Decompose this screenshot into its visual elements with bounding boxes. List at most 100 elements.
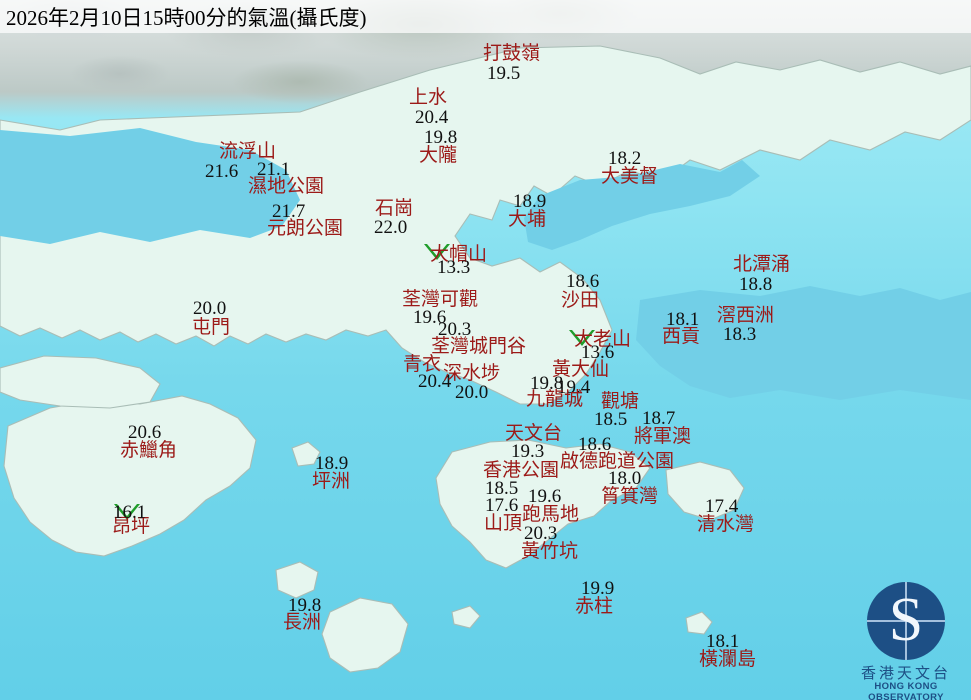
station-temperature-value: 18.1 xyxy=(666,309,700,330)
station-temperature-value: 18.5 xyxy=(485,478,519,499)
station-name: 九龍城 xyxy=(526,389,584,410)
station-name: 大美督 xyxy=(601,166,659,187)
station-temperature-value: 18.9 xyxy=(513,191,547,212)
station-temperature-value: 18.9 xyxy=(315,453,349,474)
station-name: 荃灣城門谷 xyxy=(431,336,527,357)
station-temperature-value: 18.0 xyxy=(608,468,642,489)
land-peng-chau xyxy=(291,441,321,467)
station-temperature-value: 18.3 xyxy=(723,324,757,345)
water-tolo-harbour xyxy=(524,160,760,250)
station-temperature-value: 19.4 xyxy=(557,377,591,398)
station-name: 赤鱲角 xyxy=(120,440,178,461)
land-outlying-islets xyxy=(451,605,481,629)
station-temperature-value: 18.6 xyxy=(578,434,612,455)
station-name: 山頂 xyxy=(484,513,523,534)
logo-text-english: HONG KONG OBSERVATORY xyxy=(868,681,944,700)
logo-crosshair-vertical xyxy=(905,582,907,660)
station-temperature-value: 17.4 xyxy=(705,496,739,517)
hko-logo: S 香港天文台 HONG KONG OBSERVATORY xyxy=(845,582,967,700)
station-name: 西貢 xyxy=(662,326,701,347)
station-temperature-value: 18.5 xyxy=(594,409,628,430)
station-name: 清水灣 xyxy=(697,514,755,535)
station-temperature-value: 19.3 xyxy=(511,441,545,462)
station-name: 北潭涌 xyxy=(733,254,791,275)
station-name: 石崗 xyxy=(375,198,414,219)
page-title: 2026年2月10日15時00分的氣溫(攝氏度) xyxy=(6,6,367,30)
station-temperature-value: 19.8 xyxy=(288,595,322,616)
station-temperature-value: 19.9 xyxy=(581,578,615,599)
station-marker-triangle xyxy=(424,244,450,260)
station-name: 大隴 xyxy=(419,145,458,166)
land-new-territories xyxy=(0,45,971,405)
station-temperature-value: 18.6 xyxy=(566,271,600,292)
land-hong-kong-island xyxy=(435,439,651,569)
station-name: 大埔 xyxy=(508,209,547,230)
station-temperature-value: 19.8 xyxy=(424,127,458,148)
station-temperature-value: 20.4 xyxy=(415,107,449,128)
station-name: 觀塘 xyxy=(601,391,640,412)
station-temperature-value: 20.3 xyxy=(524,523,558,544)
station-name: 元朗公園 xyxy=(267,218,344,239)
water-deep-bay xyxy=(0,128,300,244)
station-temperature-value: 20.3 xyxy=(438,319,472,340)
station-name: 上水 xyxy=(409,87,448,108)
station-temperature-value: 21.6 xyxy=(205,161,239,182)
station-temperature-value: 20.6 xyxy=(128,422,162,443)
station-temperature-value: 19.6 xyxy=(413,307,447,328)
station-name: 跑馬地 xyxy=(522,504,580,525)
station-temperature-value: 17.6 xyxy=(485,495,519,516)
land-clear-water-bay xyxy=(665,461,745,521)
station-name: 屯門 xyxy=(192,317,231,338)
logo-s-glyph: S xyxy=(888,586,924,654)
station-name: 沙田 xyxy=(561,290,600,311)
station-marker-triangle xyxy=(569,330,595,346)
station-temperature-value: 13.6 xyxy=(581,342,615,363)
water-port-shelter xyxy=(636,286,971,400)
station-temperature-value: 22.0 xyxy=(374,217,408,238)
station-name: 黃大仙 xyxy=(552,359,610,380)
station-temperature-value: 18.1 xyxy=(706,631,740,652)
station-temperature-value: 18.8 xyxy=(739,274,773,295)
logo-text-chinese: 香港天文台 xyxy=(860,666,951,682)
station-name: 坪洲 xyxy=(312,471,351,492)
station-temperature-value: 19.5 xyxy=(487,63,521,84)
station-temperature-value: 20.4 xyxy=(418,371,452,392)
land-chek-lap-kok xyxy=(0,355,161,409)
station-name: 大帽山 xyxy=(430,244,488,265)
land-waglan xyxy=(685,611,713,635)
station-name: 青衣 xyxy=(403,354,442,375)
station-name: 筲箕灣 xyxy=(601,486,659,507)
station-name: 打鼓嶺 xyxy=(483,43,541,64)
station-temperature-value: 19.8 xyxy=(530,373,564,394)
station-name: 濕地公園 xyxy=(248,176,325,197)
station-temperature-value: 18.2 xyxy=(608,148,642,169)
station-name: 啟德跑道公園 xyxy=(560,451,675,472)
land-cheung-chau xyxy=(275,561,319,599)
title-bar: 2026年2月10日15時00分的氣溫(攝氏度) xyxy=(0,0,971,33)
station-name: 荃灣可觀 xyxy=(402,289,479,310)
station-temperature-value: 18.7 xyxy=(642,408,676,429)
land-lantau xyxy=(3,395,257,557)
station-temperature-value: 16.1 xyxy=(113,502,147,523)
land-lamma xyxy=(321,597,409,673)
station-name: 橫瀾島 xyxy=(699,649,757,670)
station-marker-triangle xyxy=(114,504,140,520)
station-temperature-value: 13.3 xyxy=(437,257,471,278)
station-name: 深水埗 xyxy=(443,363,501,384)
station-temperature-value: 21.7 xyxy=(272,201,306,222)
station-name: 滘西洲 xyxy=(717,305,775,326)
station-name: 昂坪 xyxy=(112,516,151,537)
station-name: 香港公園 xyxy=(483,460,560,481)
station-name: 大老山 xyxy=(574,329,632,350)
station-name: 將軍澳 xyxy=(634,426,692,447)
station-name: 黃竹坑 xyxy=(521,541,579,562)
station-temperature-value: 21.1 xyxy=(257,159,291,180)
station-temperature-value: 20.0 xyxy=(193,298,227,319)
station-temperature-value: 19.6 xyxy=(528,486,562,507)
station-name: 天文台 xyxy=(505,423,563,444)
station-name: 長洲 xyxy=(283,612,322,633)
station-name: 赤柱 xyxy=(575,596,614,617)
station-temperature-value: 20.0 xyxy=(455,382,489,403)
